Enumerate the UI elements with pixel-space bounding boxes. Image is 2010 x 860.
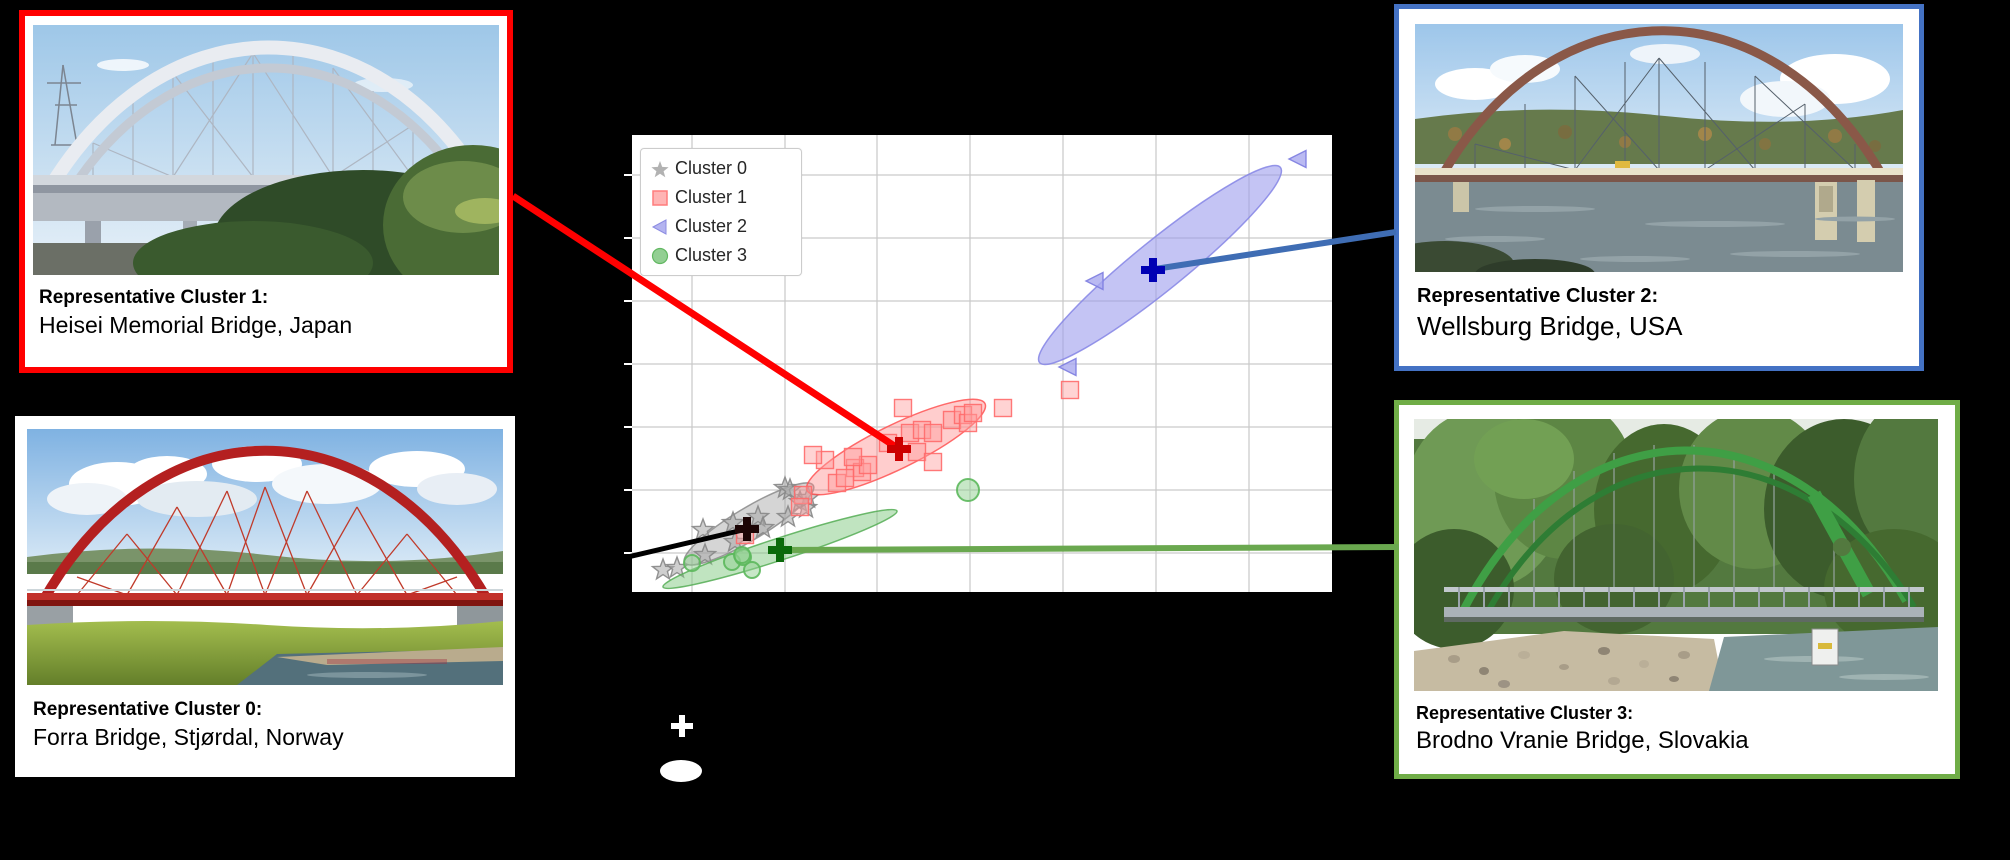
bridge-photo-brodno — [1414, 419, 1938, 691]
plot-legend: Cluster 0 Cluster 1 Cluster 2 Cluster 3 — [640, 148, 802, 276]
cluster-0-point — [775, 503, 801, 528]
deck — [27, 593, 503, 600]
cluster-1-point — [1060, 380, 1080, 400]
caption-title: Representative Cluster 3: — [1416, 703, 1634, 723]
legend-item-cluster-0: Cluster 0 — [645, 154, 797, 183]
green-arch-outer — [1460, 446, 1910, 611]
square-marker-icon — [645, 188, 675, 208]
cluster-2-point — [1084, 271, 1104, 291]
cluster-1-point — [963, 403, 983, 423]
circle-marker-icon — [645, 246, 675, 266]
cluster-1-point — [803, 445, 823, 465]
caption-subtitle: Wellsburg Bridge, USA — [1417, 311, 1683, 341]
cluster-1-point — [793, 485, 813, 505]
cluster-1-point — [907, 442, 927, 462]
legend-label: Cluster 0 — [675, 158, 748, 178]
caption-cluster-3: Representative Cluster 3: Brodno Vranie … — [1416, 703, 1940, 755]
cluster-1-point — [958, 413, 978, 433]
green-arch-inner — [1483, 465, 1917, 617]
cluster-3-point — [956, 478, 980, 502]
cables — [1474, 57, 1856, 171]
star-marker-icon — [645, 159, 675, 179]
autumn-trees — [1448, 125, 1881, 152]
cluster-2-covariance-ellipse — [1037, 164, 1283, 366]
cluster-3-point — [733, 546, 751, 564]
legend-label: Cluster 1 — [675, 187, 748, 207]
main-arch — [33, 40, 499, 211]
legend-label: Cluster 2 — [675, 216, 748, 236]
caption-subtitle: Brodno Vranie Bridge, Slovakia — [1416, 727, 1749, 754]
cluster-1-point — [923, 423, 943, 443]
legend-item-cluster-3: Cluster 3 — [645, 241, 797, 270]
photo-box-cluster-3: Representative Cluster 3: Brodno Vranie … — [1394, 400, 1960, 779]
deck — [33, 175, 499, 185]
caption-cluster-1: Representative Cluster 1: Heisei Memoria… — [39, 287, 499, 339]
cluster-2-point — [1057, 357, 1077, 377]
photo-box-cluster-0: Representative Cluster 0: Forra Bridge, … — [13, 414, 517, 779]
legend-label: Cluster 3 — [675, 245, 748, 265]
railing-posts — [1458, 587, 1910, 609]
cluster-1-point — [843, 447, 863, 467]
clouds — [47, 446, 497, 517]
centroid-legend-symbol — [671, 715, 693, 737]
rust-arch — [1439, 26, 1889, 183]
cluster-1-point — [835, 468, 855, 488]
pier — [1453, 182, 1469, 212]
cluster-3-point — [743, 561, 761, 579]
red-arch — [38, 445, 492, 604]
cluster-1-point — [878, 433, 898, 453]
caption-title: Representative Cluster 1: — [39, 287, 269, 308]
legend-item-cluster-2: Cluster 2 — [645, 212, 797, 241]
bridge-photo-wellsburg — [1415, 24, 1903, 272]
bridge-photo-forra — [27, 429, 503, 685]
photo-box-cluster-2: Representative Cluster 2: Wellsburg Brid… — [1394, 4, 1924, 371]
bridge-photo-heisei — [33, 25, 499, 275]
inner-arch — [55, 63, 481, 214]
cluster-3-point — [683, 554, 701, 572]
caption-title: Representative Cluster 2: — [1417, 285, 1659, 307]
stones — [1448, 647, 1690, 688]
caption-title: Representative Cluster 0: — [33, 699, 263, 720]
caption-subtitle: Forra Bridge, Stjørdal, Norway — [33, 724, 344, 750]
triangle-marker-icon — [645, 217, 675, 237]
cluster-1-point — [993, 398, 1013, 418]
cluster-1-point — [942, 410, 962, 430]
cluster-1-point — [923, 452, 943, 472]
covariance-legend-symbol — [660, 760, 702, 782]
photo-box-cluster-1: Representative Cluster 1: Heisei Memoria… — [19, 10, 513, 373]
caption-subtitle: Heisei Memorial Bridge, Japan — [39, 312, 353, 338]
deck — [1415, 168, 1903, 175]
deck — [1444, 607, 1924, 617]
water-streaks — [1445, 206, 1895, 262]
cluster-1-point — [735, 525, 755, 545]
cables — [76, 486, 458, 596]
bus — [1615, 161, 1630, 168]
cluster-1-point — [790, 497, 810, 517]
cluster-2-point — [1287, 149, 1307, 169]
gravel-bank — [277, 647, 503, 665]
caption-cluster-2: Representative Cluster 2: Wellsburg Brid… — [1417, 285, 1904, 342]
cluster-1-point — [893, 398, 913, 418]
legend-item-cluster-1: Cluster 1 — [645, 183, 797, 212]
cluster-1-point — [912, 420, 932, 440]
caption-cluster-0: Representative Cluster 0: Forra Bridge, … — [33, 699, 503, 751]
gravel-bank — [1414, 631, 1724, 691]
scatter-plot-panel: Cluster 0 Cluster 1 Cluster 2 Cluster 3 — [624, 135, 1332, 592]
